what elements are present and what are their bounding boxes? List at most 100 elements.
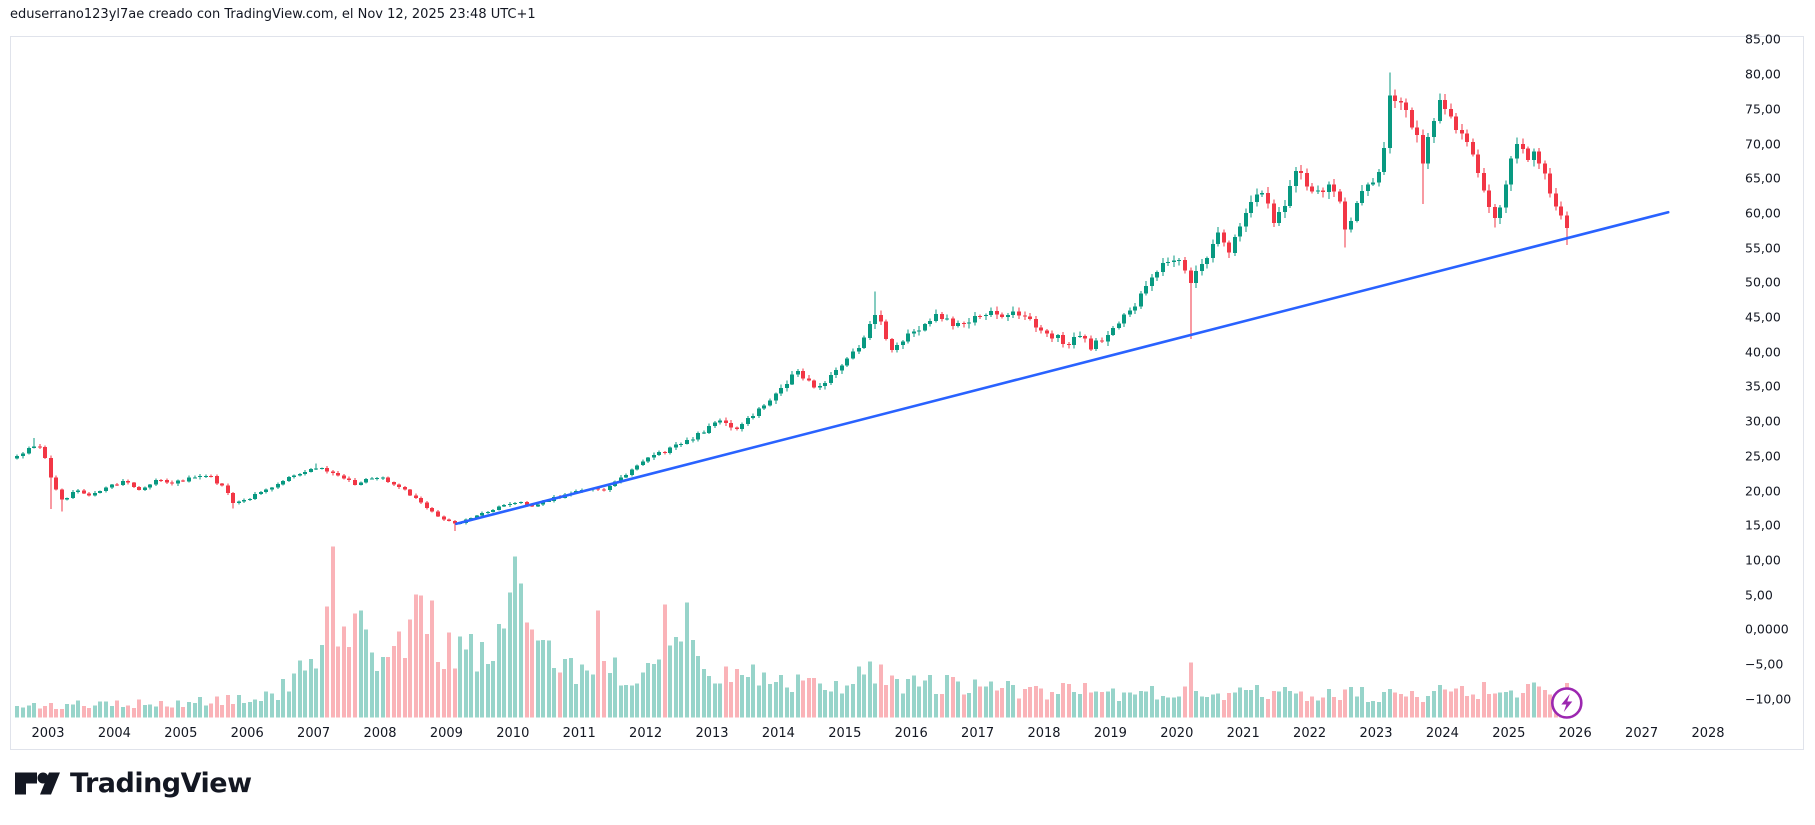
candle-body (785, 384, 789, 388)
volume-bar (928, 675, 932, 718)
volume-bar (1288, 691, 1292, 718)
candle-body (1034, 319, 1038, 328)
candle-body (768, 400, 772, 406)
price-tick-label: 40,00 (1745, 344, 1781, 360)
candle-body (325, 468, 329, 472)
volume-bar (1233, 692, 1237, 718)
volume-bar (702, 668, 706, 718)
year-tick-label: 2017 (961, 726, 995, 741)
volume-bar (1415, 696, 1419, 718)
volume-bar (652, 664, 656, 718)
volume-bar (519, 583, 523, 718)
volume-bar (685, 602, 689, 718)
volume-bar (1360, 687, 1364, 718)
year-tick-label: 2028 (1691, 726, 1725, 741)
candle-body (159, 479, 163, 481)
volume-bar (1310, 696, 1314, 718)
volume-bar (1089, 692, 1093, 718)
candle-body (298, 473, 302, 476)
candle-body (1532, 151, 1536, 160)
candle-body (923, 324, 927, 331)
year-tick-label: 2024 (1425, 726, 1459, 741)
volume-bar (226, 695, 230, 718)
volume-bar (995, 690, 999, 718)
volume-bar (840, 693, 844, 718)
candle-body (823, 382, 827, 386)
volume-bar (248, 701, 252, 718)
candle-body (1393, 95, 1397, 101)
candle-body (1343, 201, 1347, 230)
volume-bar (569, 658, 573, 718)
candle-body (347, 478, 351, 480)
candle-body (303, 471, 307, 474)
candle-body (1360, 190, 1364, 204)
price-tick-label: 15,00 (1745, 517, 1781, 533)
volume-bar (962, 694, 966, 718)
candle-body (176, 480, 180, 484)
candle-wick (963, 321, 965, 328)
volume-bar (1144, 691, 1148, 718)
year-tick-label: 2019 (1093, 726, 1127, 741)
candle-body (276, 484, 280, 488)
volume-bar (480, 641, 484, 718)
price-tick-label: 60,00 (1745, 205, 1781, 221)
candle-body (93, 492, 97, 496)
candle-body (934, 313, 938, 321)
volume-bar (1349, 687, 1353, 718)
volume-bar (110, 706, 114, 718)
candle-body (873, 314, 877, 324)
candle-body (1000, 314, 1004, 318)
volume-bar (845, 685, 849, 718)
volume-bar (1067, 684, 1071, 718)
trendline[interactable] (455, 210, 1670, 526)
candle-body (71, 491, 75, 498)
candle-body (181, 480, 185, 482)
price-tick-label: −10,00 (1745, 691, 1792, 707)
candle-body (1548, 173, 1552, 194)
price-axis[interactable]: 85,00 80,00 75,00 70,00 65,00 60,00 55,00 50,00… (1733, 32, 1803, 749)
price-tick-label: 10,00 (1745, 552, 1781, 568)
candle-body (370, 478, 374, 480)
volume-bar (331, 546, 335, 718)
candle-body (641, 461, 645, 466)
volume-bar (1161, 696, 1165, 718)
candle-body (336, 473, 340, 476)
candlestick-chart[interactable] (11, 37, 1803, 749)
candle-body (1133, 306, 1137, 311)
candle-body (1521, 144, 1525, 149)
price-tick-label: 85,00 (1745, 31, 1781, 47)
volume-bar (1399, 693, 1403, 718)
lightning-event-icon[interactable] (1551, 687, 1583, 719)
volume-bar (525, 622, 529, 718)
candle-body (215, 476, 219, 484)
volume-bar (276, 700, 280, 718)
volume-bar (1078, 694, 1082, 718)
volume-bar (934, 694, 938, 718)
volume-bar (1050, 691, 1054, 718)
volume-bar (1205, 696, 1209, 718)
volume-bar (718, 683, 722, 718)
volume-bar (580, 664, 584, 718)
candle-body (54, 477, 58, 490)
candle-body (1366, 184, 1370, 191)
candle-body (447, 519, 451, 521)
volume-bar (973, 679, 977, 718)
volume-bar (403, 658, 407, 718)
volume-bar (1343, 689, 1347, 718)
time-axis[interactable]: 2003 2004 2005 2006 2007 2008 2009 2010 2011 2012… (11, 717, 1803, 749)
candle-body (392, 481, 396, 485)
volume-bar (447, 632, 451, 718)
candle-body (43, 447, 47, 458)
volume-bar (104, 701, 108, 718)
candle-body (231, 493, 235, 504)
candle-body (1023, 315, 1027, 317)
volume-bar (336, 646, 340, 718)
volume-bar (541, 640, 545, 718)
candle-body (1299, 170, 1303, 173)
candle-body (1537, 151, 1541, 164)
candle-body (502, 505, 506, 507)
year-tick-label: 2020 (1160, 726, 1194, 741)
candle-body (762, 405, 766, 409)
volume-bar (1255, 684, 1259, 718)
candle-body (442, 516, 446, 520)
